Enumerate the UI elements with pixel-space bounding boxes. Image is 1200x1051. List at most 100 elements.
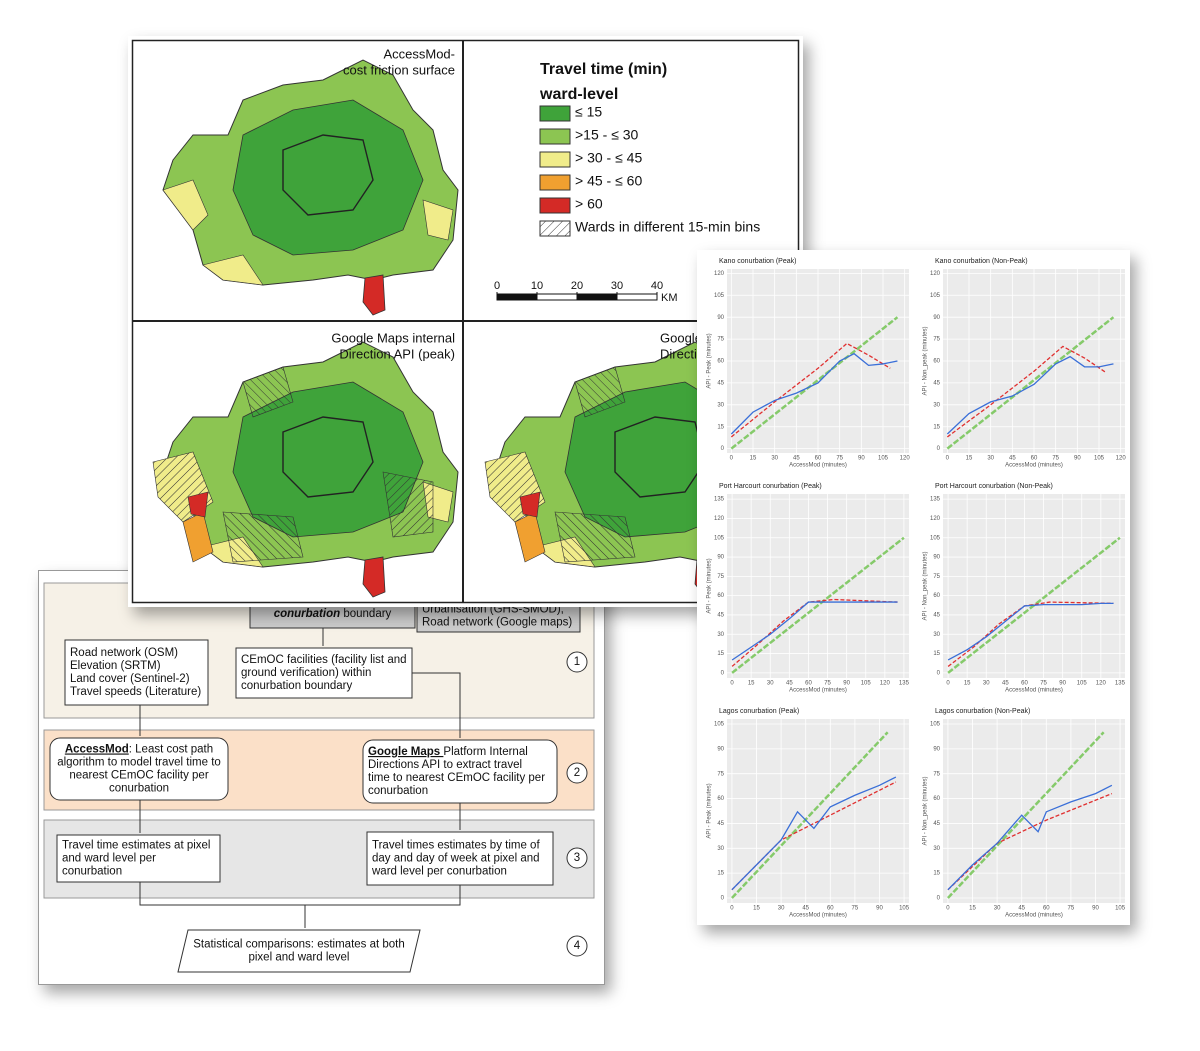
legend-label: > 45 - ≤ 60 (575, 173, 642, 189)
y-tick-label: 60 (717, 796, 724, 802)
step-circle (566, 935, 588, 957)
y-tick-label: 60 (717, 593, 724, 599)
box (235, 647, 413, 699)
x-tick-label: 60 (1021, 681, 1028, 687)
x-tick-label: 60 (805, 681, 812, 687)
x-tick-label: 75 (836, 456, 843, 462)
y-tick-label: 45 (717, 380, 724, 386)
scale-label: 20 (571, 280, 583, 292)
x-tick-label: 90 (876, 906, 883, 912)
x-tick-label: 105 (1094, 456, 1105, 462)
box-text: conurbation (368, 785, 428, 797)
x-axis-label: AccessMod (minutes) (789, 463, 847, 469)
y-tick-label: 0 (937, 896, 941, 902)
legend-swatch (539, 174, 571, 191)
panel-title: Port Harcourt conurbation (Peak) (719, 483, 822, 490)
x-axis-label: AccessMod (minutes) (1005, 688, 1063, 694)
y-tick-label: 105 (930, 293, 941, 299)
y-tick-label: 30 (933, 402, 940, 408)
bold-term: AccessMod (65, 744, 129, 756)
box (49, 737, 229, 801)
scale-label: 10 (531, 280, 543, 292)
map-figure: AccessMod-cost friction surface Google Ma… (128, 36, 803, 607)
x-axis-label: AccessMod (minutes) (1005, 913, 1063, 919)
y-tick-label: 75 (933, 337, 940, 343)
box-text: and ward level per (62, 853, 156, 865)
y-axis-label: API - Non_peak (minutes) (923, 326, 929, 395)
plot-area (943, 719, 1125, 903)
y-tick-label: 75 (933, 771, 940, 777)
box-text: Statistical comparisons: estimates at bo… (193, 939, 405, 951)
x-tick-label: 0 (730, 906, 734, 912)
x-tick-label: 0 (946, 456, 950, 462)
box (177, 929, 421, 973)
x-tick-label: 15 (748, 681, 755, 687)
panel-title: Port Harcourt conurbation (Non-Peak) (935, 483, 1053, 490)
x-tick-label: 15 (964, 681, 971, 687)
y-axis-label: API - Peak (minutes) (707, 783, 713, 838)
fit-line (947, 731, 1105, 899)
panel-title: Kano conurbation (Non-Peak) (935, 258, 1028, 265)
y-tick-label: 135 (930, 497, 941, 503)
legend-swatch (539, 197, 571, 214)
box-text: Google Maps Platform Internal (368, 746, 528, 758)
y-tick-label: 105 (714, 293, 725, 299)
box (56, 834, 221, 883)
fit-line (730, 342, 891, 438)
legend-swatch (539, 105, 571, 122)
box (64, 639, 209, 706)
x-axis-label: AccessMod (minutes) (1005, 463, 1063, 469)
box-text: Directions API to extract travel (368, 759, 522, 771)
box-text: Land cover (Sentinel-2) (70, 673, 190, 685)
box-text: conurbation (62, 866, 122, 878)
box-text: ward level per conurbation (371, 866, 507, 878)
x-tick-label: 90 (1074, 456, 1081, 462)
x-tick-label: 45 (793, 456, 800, 462)
x-tick-label: 45 (1018, 906, 1025, 912)
box-text: Elevation (SRTM) (70, 660, 161, 672)
y-tick-label: 90 (717, 315, 724, 321)
x-tick-label: 15 (750, 456, 757, 462)
x-tick-label: 90 (843, 681, 850, 687)
fit-line (946, 316, 1115, 450)
map-canvas: AccessMod-cost friction surface Google Ma… (131, 39, 800, 604)
box-text: conurbation boundary (274, 608, 392, 620)
x-tick-label: 120 (900, 456, 911, 462)
panel-title: Google Maps internal (331, 330, 455, 345)
x-tick-label: 90 (858, 456, 865, 462)
panel-title: AccessMod- (383, 46, 455, 61)
fit-line (730, 316, 899, 450)
y-tick-label: 60 (717, 359, 724, 365)
x-tick-label: 60 (815, 456, 822, 462)
legend-label: > 30 - ≤ 45 (575, 150, 642, 166)
box-text: time to nearest CEmOC facility per (368, 772, 545, 784)
box-text: ground verification) within (241, 667, 371, 679)
box-text: pixel and ward level (248, 952, 349, 964)
y-tick-label: 45 (933, 380, 940, 386)
y-tick-label: 120 (714, 271, 725, 277)
plot-area (727, 494, 909, 678)
legend-swatch (539, 128, 571, 145)
x-tick-label: 120 (1116, 456, 1127, 462)
x-tick-label: 0 (946, 681, 950, 687)
bold-term: Google Maps (368, 746, 443, 758)
y-tick-label: 15 (717, 651, 724, 657)
y-tick-label: 60 (933, 593, 940, 599)
box-text: algorithm to model travel time to (57, 757, 221, 769)
fit-line (947, 602, 1114, 661)
y-tick-label: 15 (933, 651, 940, 657)
x-tick-label: 105 (861, 681, 872, 687)
fit-line (947, 601, 1114, 667)
y-tick-label: 90 (933, 315, 940, 321)
scale-unit: KM (661, 292, 678, 304)
box-text: Travel times estimates by time of (372, 840, 540, 852)
y-tick-label: 75 (933, 574, 940, 580)
box-text: Travel time estimates at pixel (62, 840, 210, 852)
fit-line (730, 352, 898, 435)
x-tick-label: 60 (827, 906, 834, 912)
x-tick-label: 30 (778, 906, 785, 912)
x-tick-label: 45 (802, 906, 809, 912)
y-axis-label: API - Non_peak (minutes) (923, 551, 929, 620)
panel-title: Direction API (peak) (339, 346, 455, 361)
fit-line (731, 731, 889, 899)
